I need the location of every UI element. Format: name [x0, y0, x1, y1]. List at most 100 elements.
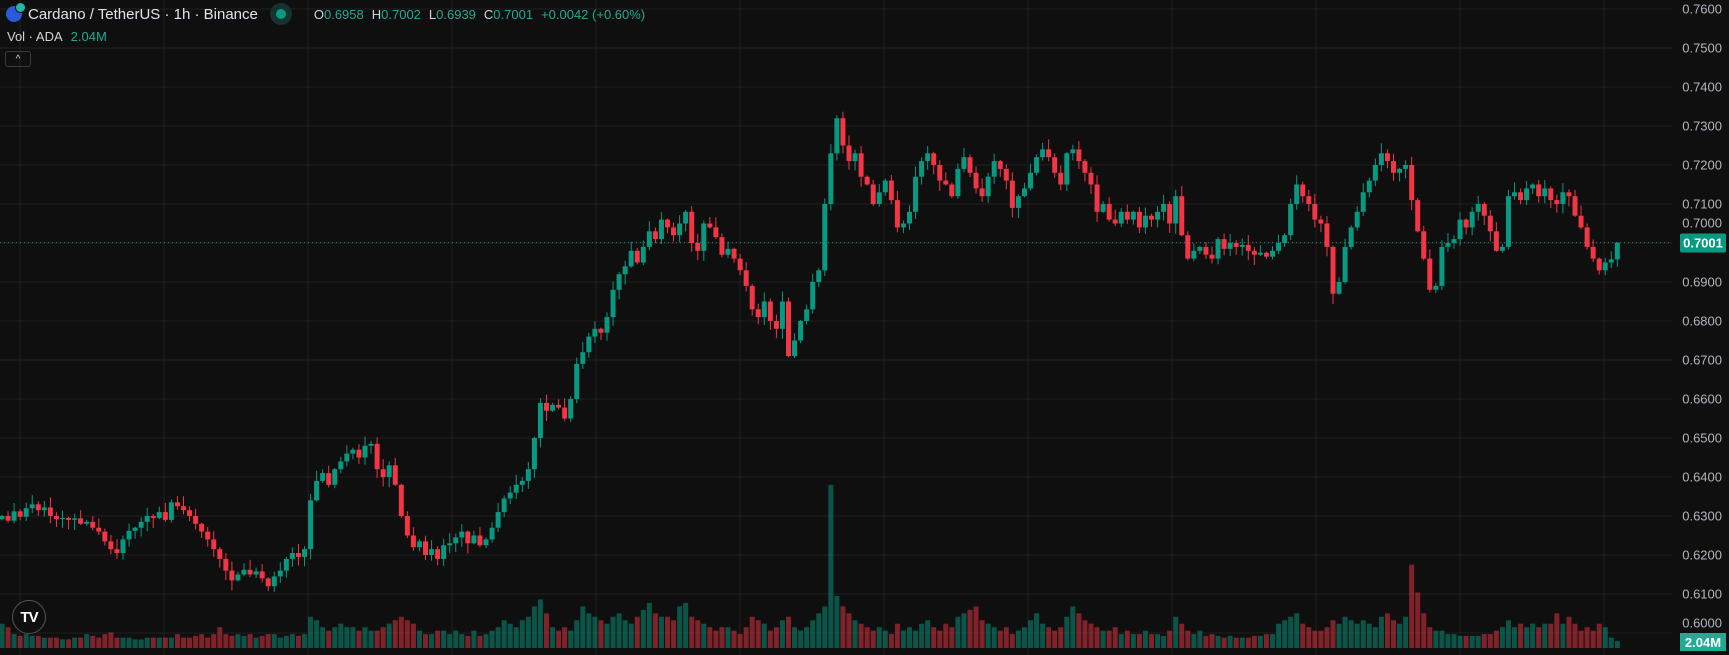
volume-bar — [531, 606, 537, 648]
volume-bar — [616, 613, 622, 648]
volume-bar — [11, 634, 17, 648]
volume-bar — [1481, 634, 1487, 648]
volume-bar — [1306, 627, 1312, 648]
volume-bar — [519, 620, 525, 648]
candle-body — [961, 157, 967, 169]
volume-bar — [525, 616, 531, 648]
candle-body — [72, 518, 78, 520]
candle-body — [66, 517, 72, 520]
volume-bar — [985, 623, 991, 648]
candle-body — [1221, 239, 1227, 249]
volume-bar — [392, 620, 398, 648]
candle-body — [477, 535, 483, 546]
volume-bar — [574, 620, 580, 648]
current-price-label: 0.7001 — [1680, 233, 1726, 253]
candle-body — [453, 537, 459, 544]
volume-bar — [1524, 627, 1530, 648]
candle-body — [1276, 243, 1282, 251]
market-status-icon[interactable] — [269, 3, 292, 25]
candle-body — [695, 243, 701, 251]
candle-body — [259, 571, 265, 579]
volume-bar — [1227, 635, 1233, 648]
volume-bar — [386, 623, 392, 648]
candle-body — [429, 549, 435, 555]
volume-bar — [640, 609, 646, 648]
candle-body — [174, 502, 180, 507]
volume-bar — [586, 613, 592, 648]
volume-bar — [713, 630, 719, 648]
candle-body — [1040, 149, 1046, 158]
volume-bar — [1354, 623, 1360, 648]
tradingview-logo[interactable]: TV — [12, 600, 46, 634]
volume-bar — [1046, 627, 1052, 648]
candle-body — [828, 153, 834, 204]
candle-body — [386, 465, 392, 477]
candle-body — [640, 246, 646, 263]
volume-bar — [1336, 623, 1342, 648]
candle-body — [53, 516, 59, 520]
volume-bar — [416, 630, 422, 648]
candle-body — [1384, 153, 1390, 162]
volume-bar — [749, 616, 755, 648]
volume-bar — [1282, 620, 1288, 648]
volume-bar — [894, 623, 900, 648]
candle-body — [1015, 196, 1021, 208]
volume-bar — [907, 627, 912, 648]
candle-body — [1300, 184, 1306, 197]
candle-body — [1421, 231, 1427, 259]
candle-body — [1046, 149, 1052, 158]
collapse-legend-button[interactable]: ^ — [5, 51, 31, 67]
candle-body — [1487, 215, 1493, 232]
volume-bar — [453, 630, 459, 648]
candle-body — [792, 340, 798, 357]
candle-body — [671, 227, 677, 236]
candle-body — [822, 204, 828, 271]
price-axis-tick: 0.6300 — [1682, 508, 1722, 524]
candle-body — [846, 145, 852, 162]
volume-bar — [1052, 630, 1058, 648]
candle-body — [985, 176, 991, 197]
volume-bar — [35, 635, 41, 648]
volume-bar — [1554, 613, 1560, 648]
volume-bar — [828, 484, 834, 648]
candle-body — [1130, 211, 1136, 220]
volume-label[interactable]: Vol · ADA — [7, 29, 63, 44]
volume-bar — [126, 637, 132, 648]
volume-bar — [1245, 637, 1251, 648]
candle-body — [1602, 262, 1608, 271]
candle-body — [1524, 188, 1530, 201]
candle-body — [17, 511, 23, 517]
volume-bar — [1173, 616, 1179, 648]
volume-bar — [1602, 627, 1608, 648]
candle-body — [834, 118, 840, 154]
volume-bar — [997, 630, 1003, 648]
volume-bar — [423, 634, 428, 648]
volume-bar — [665, 616, 670, 648]
volume-bar — [1161, 635, 1167, 648]
volume-bar — [1427, 627, 1433, 648]
volume-bar — [725, 627, 731, 648]
symbol-title[interactable]: Cardano / TetherUS · 1h · Binance — [28, 5, 258, 23]
volume-bar — [1239, 637, 1245, 648]
volume-bar — [368, 630, 374, 648]
volume-bar — [223, 634, 229, 648]
candle-body — [767, 301, 773, 321]
candle-body — [344, 453, 350, 462]
price-axis-tick: 0.6200 — [1682, 547, 1722, 563]
candle-body — [568, 399, 574, 419]
volume-bar — [1021, 627, 1027, 648]
candle-body — [489, 527, 495, 540]
candle-body — [1512, 192, 1517, 197]
volume-bar — [931, 627, 937, 648]
volume-bar — [1106, 630, 1112, 648]
cardano-coin-icon — [6, 2, 26, 22]
candle-body — [749, 285, 755, 310]
candle-body — [1536, 184, 1542, 197]
volume-bar — [634, 616, 640, 648]
volume-bar — [1288, 616, 1294, 648]
candle-body — [1590, 246, 1596, 259]
volume-bar — [429, 634, 435, 648]
candle-body — [652, 231, 658, 240]
volume-bar — [949, 627, 955, 648]
